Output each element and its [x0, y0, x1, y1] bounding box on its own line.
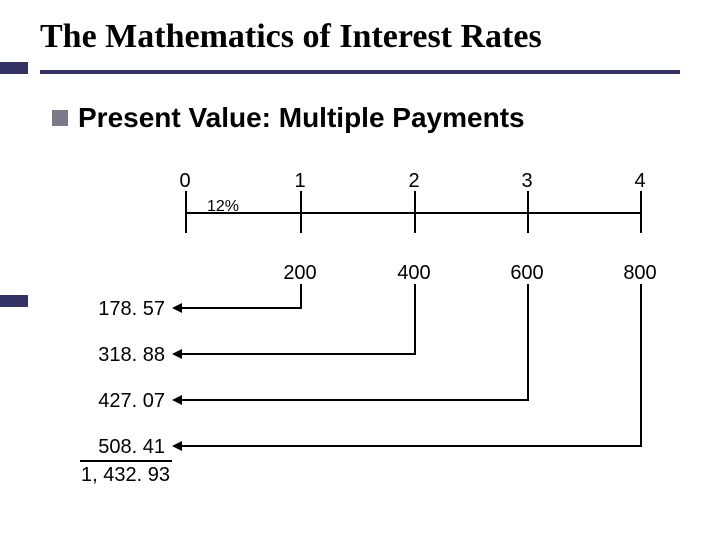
payment-value: 200 — [283, 262, 316, 285]
subtitle-row: Present Value: Multiple Payments — [52, 102, 720, 134]
timeline-tick — [640, 191, 642, 233]
title-underline — [40, 70, 680, 74]
timeline-tick — [414, 191, 416, 233]
pv-arrow-line — [182, 307, 300, 309]
timeline-tick — [185, 191, 187, 233]
payment-value: 800 — [623, 262, 656, 285]
pv-value: 508. 41 — [70, 436, 165, 459]
bullet-square-icon — [52, 110, 68, 126]
timeline-tick — [300, 191, 302, 233]
pv-arrow-line — [182, 445, 640, 447]
payment-value: 600 — [510, 262, 543, 285]
period-label: 3 — [521, 170, 532, 193]
subtitle-text: Present Value: Multiple Payments — [78, 102, 525, 134]
payment-value: 400 — [397, 262, 430, 285]
pv-connector — [527, 284, 529, 401]
period-label: 2 — [408, 170, 419, 193]
pv-value: 178. 57 — [70, 298, 165, 321]
pv-arrow-line — [182, 353, 414, 355]
period-label: 4 — [634, 170, 645, 193]
pv-connector — [300, 284, 302, 309]
pv-arrow-line — [182, 399, 527, 401]
period-label: 0 — [179, 170, 190, 193]
slide-title: The Mathematics of Interest Rates — [40, 18, 680, 56]
sum-underline — [80, 460, 172, 462]
arrow-left-icon — [172, 349, 182, 359]
pv-value: 318. 88 — [70, 344, 165, 367]
timeline-diagram: 0123412%200400600800178. 57318. 88427. 0… — [0, 170, 720, 530]
title-area: The Mathematics of Interest Rates — [0, 0, 720, 64]
accent-stripe-top — [0, 62, 28, 74]
arrow-left-icon — [172, 441, 182, 451]
timeline-tick — [527, 191, 529, 233]
pv-sum: 1, 432. 93 — [60, 464, 170, 487]
pv-connector — [414, 284, 416, 355]
arrow-left-icon — [172, 395, 182, 405]
period-label: 1 — [294, 170, 305, 193]
arrow-left-icon — [172, 303, 182, 313]
pv-value: 427. 07 — [70, 390, 165, 413]
pv-connector — [640, 284, 642, 447]
